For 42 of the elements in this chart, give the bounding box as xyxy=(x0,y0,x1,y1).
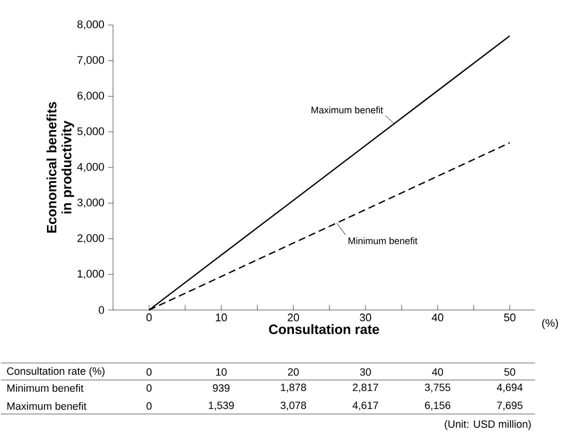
text: 4,694 xyxy=(496,384,523,392)
text: 4,617 xyxy=(352,402,378,410)
series-label: Maximum benefit xyxy=(312,106,384,114)
x-tick-label: 40 xyxy=(432,314,444,322)
x-tick-label: 50 xyxy=(504,314,516,322)
y-tick-label: 7,000 xyxy=(78,56,104,66)
text: 0 xyxy=(146,384,152,392)
text: 1,539 xyxy=(208,402,234,410)
text: 3,755 xyxy=(424,384,450,392)
text: 7,695 xyxy=(497,402,522,410)
legend-label: Minimum benefit xyxy=(348,237,418,244)
y-tick-label: 8,000 xyxy=(77,20,104,30)
y-tick-label: 3,000 xyxy=(77,198,104,208)
text: Minimum benefit xyxy=(7,384,84,392)
text: Maximum benefit xyxy=(7,402,86,410)
text: (%) xyxy=(542,318,558,330)
text: 939 xyxy=(212,384,230,392)
x-tick-label: 20 xyxy=(288,314,300,322)
text: 2,817 xyxy=(352,384,378,392)
text: 1,878 xyxy=(281,384,306,392)
y-tick-label: 6,000 xyxy=(78,92,104,101)
y-tick-label: 0 xyxy=(98,306,104,314)
text: 0 xyxy=(146,402,152,410)
y-tick-label: 5,000 xyxy=(77,127,104,136)
text: 40 xyxy=(432,368,444,376)
x-tick-label: 10 xyxy=(216,314,227,322)
text: Consultation rate (%) xyxy=(7,367,104,377)
text: 6,156 xyxy=(425,402,450,410)
text: 10 xyxy=(216,368,227,376)
y-tick-label: 4,000 xyxy=(77,162,104,172)
text: 30 xyxy=(360,368,371,376)
x-tick-label: 30 xyxy=(360,314,372,322)
y-tick-label: 1,000 xyxy=(78,270,104,279)
x-axis-title: Consultation rate xyxy=(269,324,380,334)
y-tick-label: 2,000 xyxy=(77,234,104,244)
y-axis-title: Economical benefits in productivity xyxy=(46,102,74,233)
text: (Unit: USD million) xyxy=(444,420,531,430)
text: 20 xyxy=(288,368,299,376)
text: 50 xyxy=(504,368,516,376)
x-tick-label: 0 xyxy=(146,314,152,322)
text: 0 xyxy=(146,368,152,376)
text: 3,078 xyxy=(280,402,306,410)
